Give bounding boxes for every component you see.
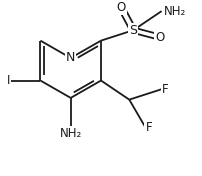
Text: NH₂: NH₂: [60, 127, 82, 140]
Text: S: S: [129, 24, 137, 37]
Text: F: F: [162, 83, 168, 96]
Text: N: N: [66, 51, 75, 64]
Text: O: O: [155, 31, 164, 44]
Text: I: I: [7, 74, 10, 87]
Text: F: F: [145, 121, 152, 134]
Text: NH₂: NH₂: [164, 5, 186, 18]
Text: O: O: [117, 1, 126, 14]
